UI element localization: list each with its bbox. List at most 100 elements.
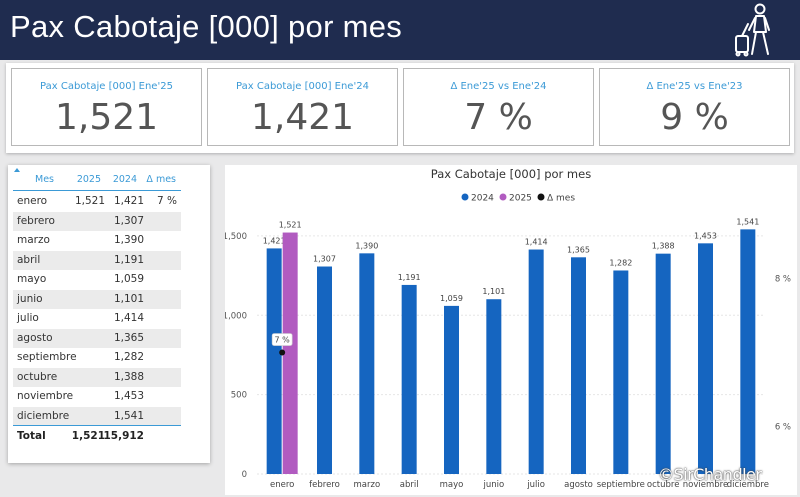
x-tick-label: octubre (647, 480, 680, 490)
kpi-card-delta-ene23: Δ Ene'25 vs Ene'23 9 % (599, 68, 790, 146)
bar-2024 (266, 248, 282, 474)
bar-chart: Pax Cabotaje [000] por mes 2024 2025 Δ mes 0… (225, 167, 791, 490)
legend-marker (499, 193, 507, 201)
total-2024: 15,912 (103, 430, 144, 442)
data-label: 1,059 (440, 294, 463, 303)
kpi-band: Pax Cabotaje [000] Ene'25 1,521 Pax Cabo… (6, 63, 794, 153)
table-row[interactable]: mayo 1,059 (13, 270, 181, 290)
cell-y2024: 1,421 (113, 195, 144, 207)
legend-marker (537, 193, 545, 201)
cell-mes: abril (17, 253, 41, 266)
y2-tick-label: 8 % (775, 275, 791, 285)
x-tick-label: junio (482, 480, 504, 490)
watermark: ©SirChandler (658, 465, 762, 484)
cell-y2024: 1,390 (113, 234, 144, 246)
bar-2024 (486, 299, 502, 474)
bar-2024 (359, 253, 375, 474)
table-row[interactable]: agosto 1,365 (13, 328, 181, 348)
chart-title: Pax Cabotaje [000] por mes (431, 167, 591, 181)
delta-label-box (271, 333, 293, 346)
monthly-table: Mes 2025 2024 Δ mes enero 1,521 1,421 7 % fe… (8, 165, 210, 463)
cell-mes: diciembre (17, 409, 70, 422)
data-label: 1,414 (525, 238, 548, 247)
column-header-2024[interactable]: 2024 (112, 174, 137, 185)
data-label: 1,282 (609, 258, 632, 267)
bar-2024 (571, 257, 586, 474)
cell-y2024: 1,541 (113, 409, 144, 422)
total-label: Total (17, 430, 46, 442)
x-tick-label: febrero (309, 480, 340, 490)
kpi-label: Pax Cabotaje [000] Ene'24 (236, 81, 369, 92)
column-header-mes[interactable]: Mes (35, 174, 54, 185)
cell-mes: septiembre (17, 351, 77, 363)
bar-chart-card: Pax Cabotaje [000] por mes 2024 2025 Δ mes 0… (225, 165, 797, 495)
kpi-label: Pax Cabotaje [000] Ene'25 (40, 81, 173, 92)
data-label: 1,453 (694, 231, 717, 240)
x-tick-label: noviembre (683, 480, 728, 490)
bar-2024 (613, 270, 629, 474)
kpi-card-ene25: Pax Cabotaje [000] Ene'25 1,521 (11, 68, 202, 146)
sort-ascending-icon[interactable] (14, 168, 20, 172)
table-row[interactable]: marzo 1,390 (13, 231, 181, 251)
kpi-label: Δ Ene'25 vs Ene'23 (646, 81, 743, 92)
legend-label: Δ mes (547, 194, 575, 204)
table-header: Mes 2025 2024 Δ mes (13, 168, 181, 191)
cell-mes: mayo (17, 273, 47, 285)
y-tick-label: 1,500 (225, 232, 247, 242)
x-tick-label: mayo (440, 480, 464, 490)
data-label: 1,307 (313, 255, 336, 264)
cell-mes: julio (17, 312, 39, 324)
table-row[interactable]: diciembre 1,541 (13, 406, 181, 426)
header-bar: Pax Cabotaje [000] por mes (0, 0, 800, 60)
delta-point (279, 349, 286, 356)
kpi-label: Δ Ene'25 vs Ene'24 (450, 81, 547, 92)
table-row[interactable]: julio 1,414 (13, 309, 181, 329)
table-row[interactable]: febrero 1,307 (13, 211, 181, 231)
kpi-value: 1,421 (250, 97, 355, 138)
bar-2024 (740, 229, 756, 474)
x-tick-label: enero (270, 480, 294, 490)
x-tick-label: diciembre (727, 480, 769, 490)
x-tick-label: agosto (564, 480, 593, 490)
cell-mes: marzo (17, 234, 50, 246)
table-row[interactable]: abril 1,191 (13, 250, 181, 270)
y-tick-label: 1,000 (225, 311, 247, 321)
data-label: 1,101 (482, 287, 505, 296)
x-tick-label: septiembre (597, 480, 645, 490)
x-tick-label: abril (400, 480, 419, 490)
table-total-row: Total 1,521 15,912 (13, 425, 181, 446)
cell-y2024: 1,101 (113, 292, 144, 305)
table-row[interactable]: enero 1,521 1,421 7 % (13, 192, 181, 212)
cell-mes: junio (17, 292, 43, 305)
x-tick-label: marzo (354, 480, 381, 490)
table-row[interactable]: noviembre 1,453 (13, 387, 181, 407)
y2-tick-label: 6 % (775, 423, 791, 433)
bar-2024 (317, 266, 332, 474)
y-tick-label: 0 (242, 470, 247, 480)
page-title: Pax Cabotaje [000] por mes (10, 9, 403, 44)
data-label: 1,390 (355, 241, 378, 250)
data-label: 1,421 (263, 236, 286, 245)
column-header-2025[interactable]: 2025 (76, 174, 101, 185)
column-header-delta[interactable]: Δ mes (146, 174, 176, 185)
cell-mes: febrero (17, 214, 55, 227)
bar-2024 (655, 253, 671, 474)
legend-marker (461, 193, 469, 201)
table-row[interactable]: octubre 1,388 (13, 367, 181, 387)
x-tick-label: julio (526, 480, 545, 490)
kpi-value: 1,521 (54, 97, 159, 138)
cell-y2024: 1,282 (113, 351, 144, 363)
cell-delta: 7 % (157, 195, 177, 207)
legend-label: 2025 (509, 194, 532, 204)
total-2025: 1,521 (71, 430, 105, 442)
cell-y2024: 1,191 (113, 253, 144, 266)
bar-2024 (401, 284, 417, 474)
kpi-value: 9 % (660, 97, 729, 138)
table-row[interactable]: septiembre 1,282 (13, 348, 181, 368)
bar-2024 (528, 249, 544, 474)
kpi-value: 7 % (464, 97, 533, 138)
data-label: 1,541 (736, 217, 759, 226)
cell-y2025: 1,521 (74, 195, 105, 207)
table-row[interactable]: junio 1,101 (13, 289, 181, 309)
bar-2024 (698, 243, 713, 474)
